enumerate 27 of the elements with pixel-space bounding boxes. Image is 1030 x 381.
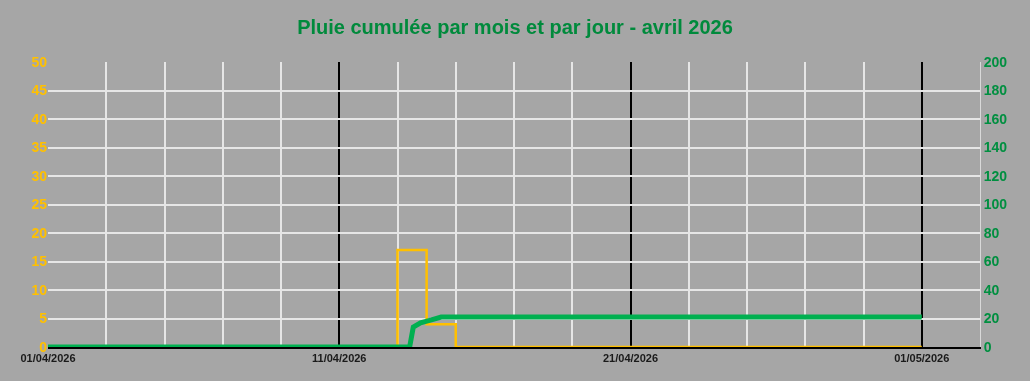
y2-tick-label: 80 (983, 224, 1000, 241)
chart-title: Pluie cumulée par mois et par jour - avril 2026 (297, 15, 733, 38)
x-tick-label: 01/04/2026 (20, 352, 76, 365)
x-tick-label: 21/04/2026 (602, 352, 659, 365)
y2-tick-label: 120 (983, 167, 1008, 184)
y2-tick-label: 60 (983, 253, 1000, 270)
y2-tick-label: 20 (983, 310, 1000, 327)
y2-tick-label: 0 (983, 338, 992, 355)
y-tick-label: 15 (31, 253, 48, 270)
y-tick-label: 40 (31, 110, 48, 127)
y-tick-label: 30 (31, 167, 48, 184)
y2-tick-label: 180 (983, 82, 1008, 99)
y-tick-label: 45 (31, 82, 48, 99)
y-tick-label: 50 (31, 53, 48, 70)
x-tick-label: 01/05/2026 (894, 352, 950, 365)
y-tick-label: 5 (39, 310, 48, 327)
y2-tick-label: 140 (983, 139, 1008, 156)
y-tick-label: 0 (39, 338, 48, 355)
y-tick-label: 20 (31, 224, 48, 241)
y-tick-label: 10 (31, 281, 48, 298)
x-tick-label: 11/04/2026 (312, 352, 367, 365)
y-tick-label: 25 (31, 196, 48, 213)
y2-tick-label: 200 (983, 53, 1008, 70)
y2-tick-label: 160 (983, 110, 1008, 127)
y2-tick-label: 40 (983, 281, 1000, 298)
y-tick-label: 35 (31, 139, 48, 156)
y2-tick-label: 100 (983, 196, 1008, 213)
